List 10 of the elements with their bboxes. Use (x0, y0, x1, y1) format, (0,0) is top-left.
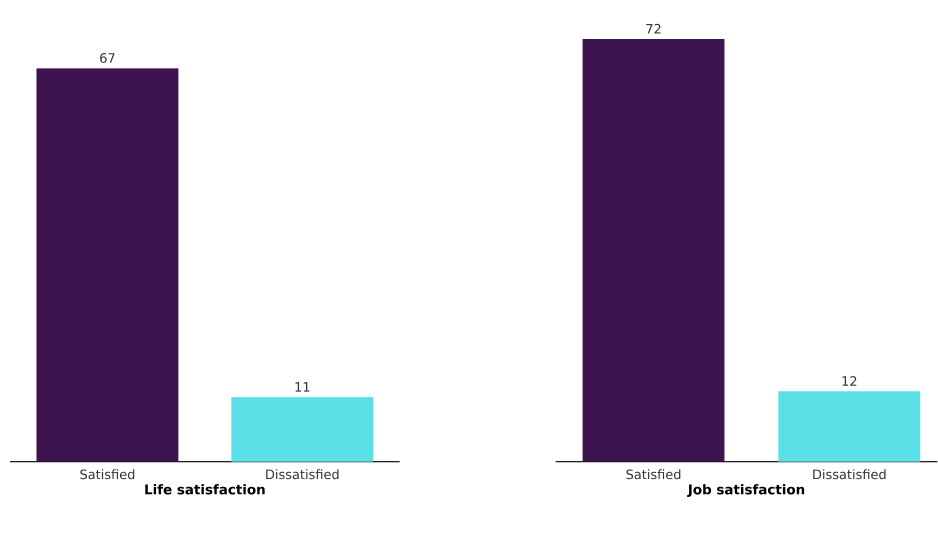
x-axis-title: Life satisfaction (145, 484, 265, 495)
data-label: 11 (295, 382, 310, 392)
x-tick-label: Satisfied (626, 469, 680, 480)
data-label: 67 (100, 53, 115, 64)
data-label: 12 (842, 376, 856, 386)
data-label: 72 (646, 24, 660, 34)
x-tick-label: Satisfied (80, 469, 134, 480)
x-axis-title: Job satisfaction (687, 484, 804, 498)
x-tick-label: Dissatisfied (266, 469, 339, 480)
x-tick-label: Dissatisfied (813, 469, 886, 480)
